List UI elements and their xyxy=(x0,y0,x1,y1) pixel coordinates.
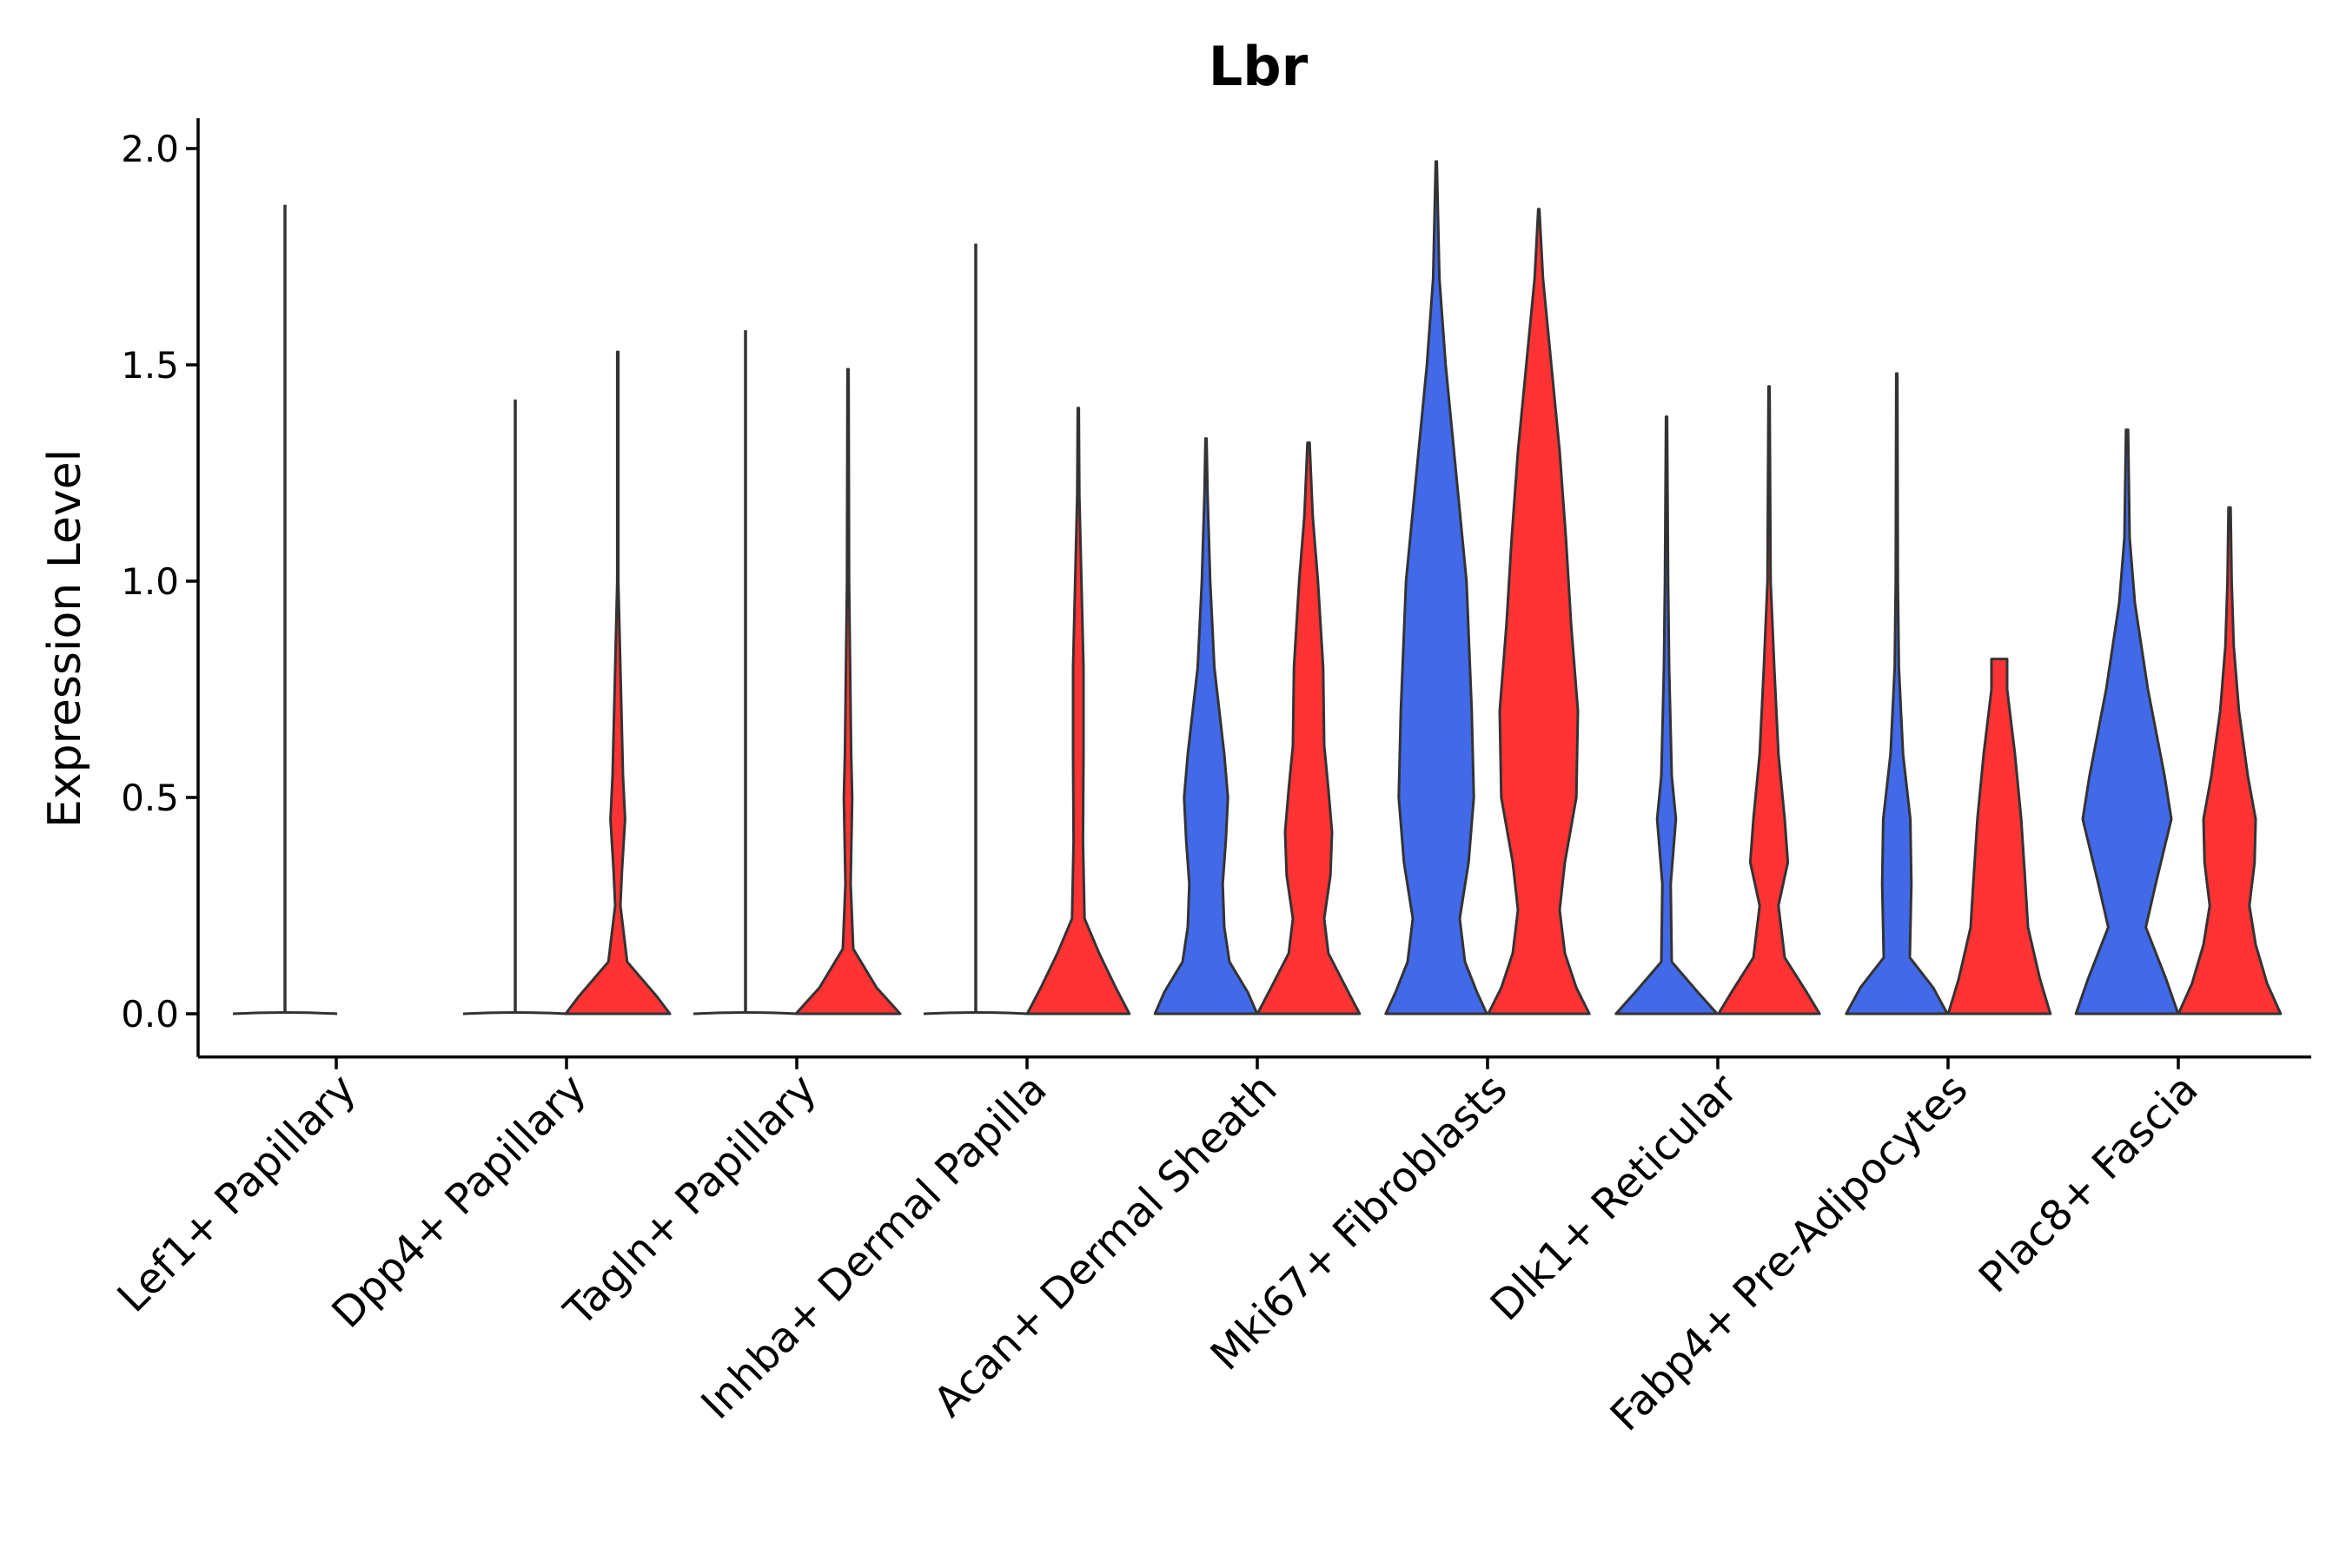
violin-group2-8 xyxy=(1946,658,2052,1016)
y-tick-label: 0.5 xyxy=(121,777,179,819)
chart-title: Lbr xyxy=(1209,35,1309,98)
violin-group2-9 xyxy=(2177,506,2283,1016)
violin-group1-1 xyxy=(232,204,338,1016)
x-tick-label: Plac8+ Fascia xyxy=(1970,1065,2208,1303)
violin-group2-6 xyxy=(1487,208,1591,1016)
y-tick-label: 2.0 xyxy=(121,128,179,170)
y-tick-label: 0.0 xyxy=(121,993,179,1035)
violin-group2-4 xyxy=(1025,407,1131,1016)
violin-group1-9 xyxy=(2074,428,2180,1016)
x-tick-label: Dlk1+ Reticular xyxy=(1481,1065,1747,1331)
y-tick-label: 1.5 xyxy=(121,344,179,387)
violin-group2-5 xyxy=(1256,441,1362,1016)
y-ticks: 0.0 0.5 1.0 1.5 2.0 xyxy=(121,128,198,1035)
violin-group xyxy=(232,160,2283,1016)
axes xyxy=(196,118,2311,1059)
violin-group1-7 xyxy=(1614,415,1719,1016)
x-tick-label: Tagln+ Papillary xyxy=(554,1065,825,1336)
violin-group1-5 xyxy=(1153,437,1259,1016)
violin-group1-8 xyxy=(1845,372,1949,1016)
violin-group2-2 xyxy=(564,350,672,1016)
violin-group1-4 xyxy=(923,243,1029,1016)
x-tick-label: Lef1+ Papillary xyxy=(109,1065,366,1322)
y-tick-label: 1.0 xyxy=(121,560,179,603)
violin-group2-3 xyxy=(794,367,902,1016)
violin-group2-7 xyxy=(1717,385,1821,1016)
violin-group1-3 xyxy=(693,330,799,1016)
violin-group1-6 xyxy=(1384,160,1488,1016)
y-axis-title: Expression Level xyxy=(39,449,91,828)
x-tick-label: Dpp4+ Papillary xyxy=(322,1065,595,1338)
violin-group1-2 xyxy=(462,399,568,1016)
